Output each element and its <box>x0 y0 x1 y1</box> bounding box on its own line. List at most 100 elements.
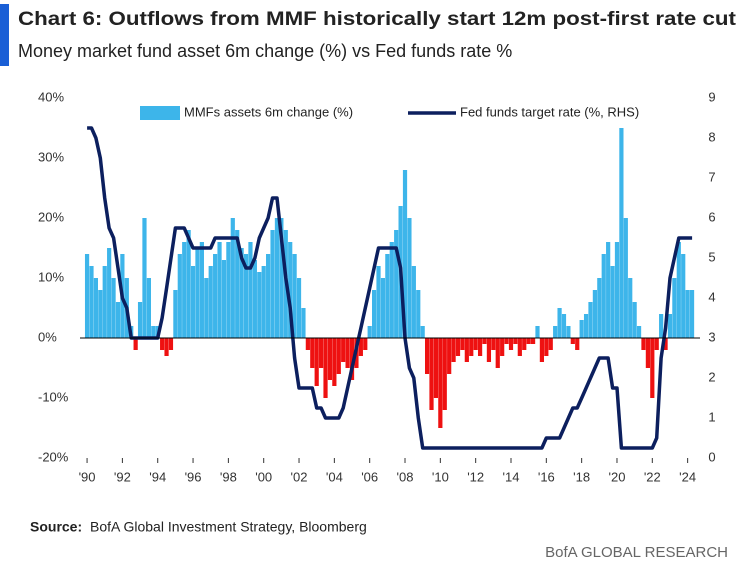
bar <box>575 338 580 350</box>
bar <box>486 338 492 362</box>
bar <box>261 266 266 338</box>
bar <box>173 290 178 338</box>
y-tick-label: 20% <box>38 209 64 224</box>
bar <box>447 338 452 374</box>
bar <box>455 338 461 356</box>
y-tick-label: 30% <box>38 149 64 164</box>
bar <box>469 338 474 356</box>
bar <box>482 338 487 344</box>
bar <box>279 218 284 338</box>
bar <box>544 338 549 356</box>
bar <box>213 254 218 338</box>
bar <box>438 338 443 428</box>
bar <box>659 314 664 338</box>
bar <box>654 338 659 350</box>
bar <box>522 338 527 350</box>
bar <box>416 290 421 338</box>
bar <box>204 278 209 338</box>
bar <box>606 242 611 338</box>
bar <box>681 254 686 338</box>
x-tick-label: '00 <box>255 469 272 484</box>
bar <box>349 338 355 380</box>
bar <box>380 278 386 338</box>
brand: BofA GLOBAL RESEARCH <box>545 544 728 561</box>
bar <box>570 338 575 344</box>
bar <box>663 338 668 350</box>
chart-title: Chart 6: Outflows from MMF historically … <box>18 9 737 30</box>
bar <box>133 338 138 350</box>
bar <box>676 242 681 338</box>
x-tick-label: '14 <box>503 469 520 484</box>
bar <box>636 326 642 338</box>
bar <box>513 338 518 344</box>
y-tick-label: -20% <box>38 449 69 464</box>
x-tick-label: '12 <box>467 469 484 484</box>
x-tick-label: '18 <box>573 469 590 484</box>
x-tick-label: '16 <box>538 469 555 484</box>
bar <box>160 338 165 350</box>
y2-tick-label: 8 <box>708 129 715 144</box>
bar <box>385 254 390 338</box>
x-tick-label: '90 <box>79 469 96 484</box>
bar <box>641 338 646 350</box>
bar <box>495 338 500 368</box>
bar <box>517 338 522 356</box>
y-tick-label: 10% <box>38 269 64 284</box>
y2-tick-label: 1 <box>708 409 715 424</box>
bar <box>411 266 416 338</box>
bar <box>111 278 116 338</box>
bar <box>164 338 169 356</box>
bar <box>252 260 257 338</box>
bar <box>539 338 545 362</box>
bar <box>84 254 90 338</box>
y-tick-label: 0% <box>38 329 57 344</box>
bar <box>208 266 213 338</box>
bar <box>420 326 425 338</box>
bar <box>305 338 310 350</box>
bar <box>614 242 620 338</box>
bar <box>407 218 412 338</box>
bar <box>597 278 602 338</box>
bar <box>243 254 249 338</box>
source: BofA Global Investment Strategy, Bloombe… <box>90 519 367 535</box>
bar <box>610 266 615 338</box>
bar <box>301 308 306 338</box>
bar <box>292 254 297 338</box>
bar <box>460 338 465 350</box>
bar <box>310 338 315 368</box>
bar <box>115 302 121 338</box>
bar <box>530 338 536 344</box>
x-tick-label: '92 <box>114 469 131 484</box>
y2-tick-label: 4 <box>708 289 715 304</box>
y2-tick-label: 3 <box>708 329 715 344</box>
y2-tick-label: 2 <box>708 369 715 384</box>
bar <box>566 326 571 338</box>
bar <box>235 230 240 338</box>
x-tick-label: '22 <box>644 469 661 484</box>
bar <box>107 248 112 338</box>
bar <box>645 338 650 368</box>
line <box>87 126 693 450</box>
bar <box>332 338 337 386</box>
bar <box>358 338 363 356</box>
bar <box>451 338 456 362</box>
bar <box>561 314 567 338</box>
bar <box>623 218 628 338</box>
bar <box>266 254 271 338</box>
bar <box>151 326 156 338</box>
x-tick-label: '96 <box>185 469 202 484</box>
x-tick-label: '98 <box>220 469 237 484</box>
bar <box>327 338 333 380</box>
bar <box>98 290 103 338</box>
bar <box>186 230 191 338</box>
bar <box>619 128 624 338</box>
bar <box>464 338 469 362</box>
bar <box>182 242 187 338</box>
bar <box>557 308 562 338</box>
y2-tick-label: 0 <box>708 449 715 464</box>
x-tick-label: '94 <box>149 469 166 484</box>
bar <box>548 338 553 350</box>
bar <box>508 338 514 350</box>
legend-label: Fed funds target rate (%, RHS) <box>460 104 639 119</box>
